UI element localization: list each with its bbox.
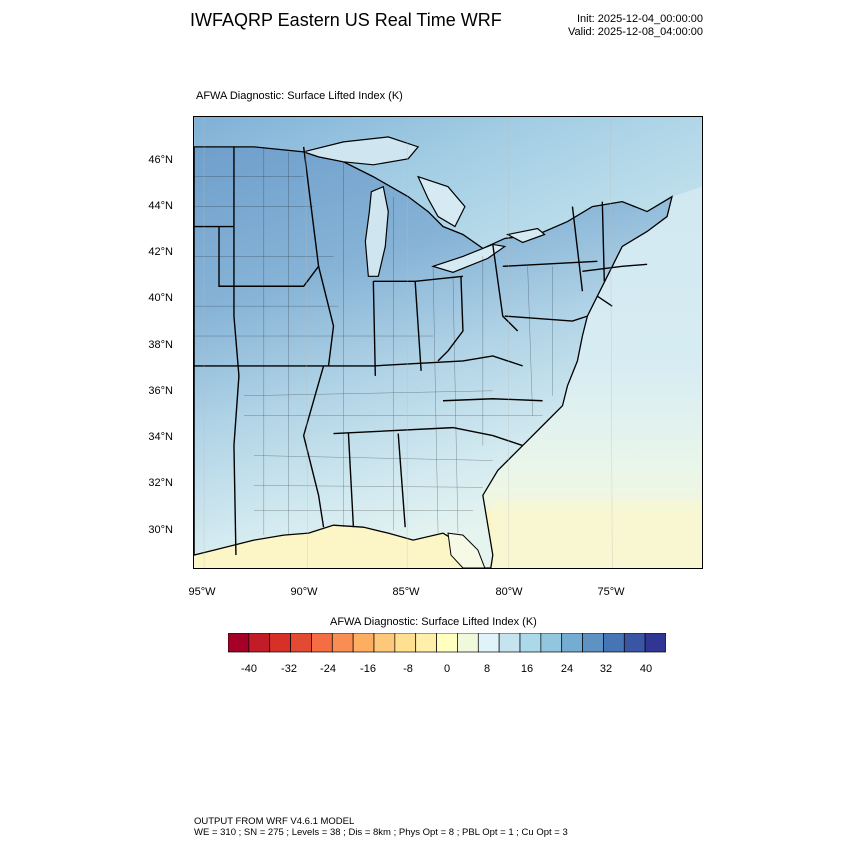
graticule bbox=[203, 117, 613, 568]
field-subtitle: AFWA Diagnostic: Surface Lifted Index (K… bbox=[196, 90, 403, 102]
model-info: OUTPUT FROM WRF V4.6.1 MODEL WE = 310 ; … bbox=[194, 816, 568, 838]
colorbar-label: -24 bbox=[320, 663, 336, 675]
state-boundaries bbox=[194, 146, 648, 556]
colorbar-label: 0 bbox=[443, 663, 451, 675]
colorbar-label: 32 bbox=[599, 663, 613, 675]
colorbar-swatch bbox=[228, 633, 250, 653]
colorbar-label: -16 bbox=[360, 663, 376, 675]
colorbar-swatch bbox=[582, 633, 604, 653]
plot-title: IWFAQRP Eastern US Real Time WRF bbox=[190, 10, 502, 30]
lat-label: 32°N bbox=[148, 477, 173, 489]
lon-label: 95°W bbox=[188, 586, 216, 598]
lon-label: 75°W bbox=[597, 586, 625, 598]
colorbar-swatch bbox=[477, 633, 500, 653]
lat-label: 42°N bbox=[148, 246, 173, 258]
colorbar-label: -8 bbox=[403, 663, 413, 675]
colorbar-label: 40 bbox=[639, 663, 653, 675]
county-boundaries bbox=[194, 146, 553, 536]
colorbar-swatch bbox=[644, 633, 666, 653]
lat-label: 38°N bbox=[148, 339, 173, 351]
init-valid-times: Init: 2025-12-04_00:00:00 Valid: 2025-12… bbox=[568, 13, 703, 39]
colorbar-swatch bbox=[561, 633, 583, 653]
colorbar-swatch bbox=[373, 633, 396, 653]
colorbar-swatch bbox=[540, 633, 563, 653]
colorbar-label: -32 bbox=[281, 663, 297, 675]
colorbar-label: 24 bbox=[560, 663, 574, 675]
lon-label: 85°W bbox=[392, 586, 420, 598]
lon-label: 90°W bbox=[290, 586, 318, 598]
colorbar-swatch bbox=[415, 633, 437, 653]
lat-label: 46°N bbox=[148, 154, 173, 166]
colorbar-swatch bbox=[311, 633, 333, 653]
colorbar-swatch bbox=[436, 633, 458, 653]
colorbar-swatch bbox=[394, 633, 417, 653]
colorbar-swatch bbox=[331, 633, 354, 653]
model-info-line2: WE = 310 ; SN = 275 ; Levels = 38 ; Dis … bbox=[194, 827, 568, 838]
colorbar-swatch bbox=[352, 633, 375, 653]
valid-time: Valid: 2025-12-08_04:00:00 bbox=[568, 26, 703, 38]
us-land bbox=[194, 146, 674, 568]
colorbar-swatch bbox=[269, 633, 291, 653]
colorbar-label: 16 bbox=[520, 663, 534, 675]
colorbar-swatch bbox=[457, 633, 479, 653]
lake-erie bbox=[431, 243, 507, 273]
colorbar-label: 8 bbox=[483, 663, 491, 675]
colorbar-swatch bbox=[603, 633, 625, 653]
lake-superior bbox=[301, 136, 420, 166]
lat-label: 30°N bbox=[148, 524, 173, 536]
lat-label: 44°N bbox=[148, 200, 173, 212]
colorbar-title: AFWA Diagnostic: Surface Lifted Index (K… bbox=[330, 616, 537, 628]
lake-ontario bbox=[505, 227, 546, 244]
colorbar-swatch bbox=[498, 633, 521, 653]
lat-label: 36°N bbox=[148, 385, 173, 397]
colorbar-swatch bbox=[290, 633, 312, 653]
colorbar-label: -40 bbox=[241, 663, 257, 675]
model-info-line1: OUTPUT FROM WRF V4.6.1 MODEL bbox=[194, 816, 355, 827]
init-time: Init: 2025-12-04_00:00:00 bbox=[577, 13, 703, 25]
lake-michigan bbox=[364, 185, 389, 277]
colorbar-swatch bbox=[519, 633, 542, 653]
colorbar bbox=[228, 633, 666, 653]
lon-label: 80°W bbox=[495, 586, 523, 598]
colorbar-swatch bbox=[623, 633, 646, 653]
lat-label: 40°N bbox=[148, 292, 173, 304]
lake-huron bbox=[417, 175, 466, 228]
atlantic-warm-region bbox=[492, 500, 702, 568]
florida bbox=[447, 532, 486, 568]
lifted-index-map bbox=[193, 116, 703, 569]
colorbar-swatch bbox=[248, 633, 271, 653]
lat-label: 34°N bbox=[148, 431, 173, 443]
